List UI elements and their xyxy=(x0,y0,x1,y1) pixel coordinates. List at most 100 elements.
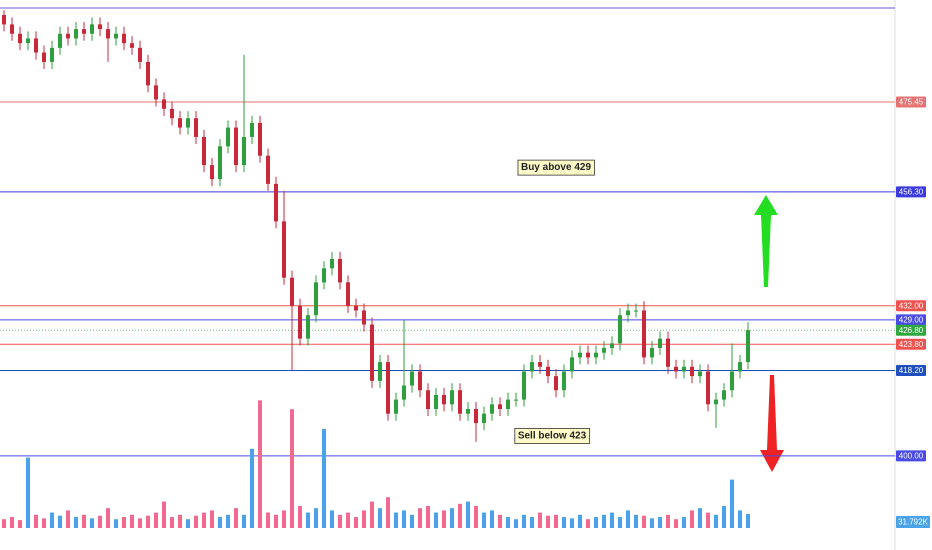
candle-body xyxy=(658,338,662,349)
volume-bar xyxy=(58,515,62,528)
volume-bar xyxy=(450,508,454,528)
volume-label: 31.792K xyxy=(898,518,928,527)
candles xyxy=(2,10,750,442)
volume-bar xyxy=(34,514,38,528)
volume-bar xyxy=(578,514,582,528)
volume-bar xyxy=(434,512,438,528)
candle-body xyxy=(2,15,6,25)
candle-body xyxy=(298,305,302,339)
candle-body xyxy=(586,352,590,358)
volume-bar xyxy=(354,517,358,528)
level-label-box xyxy=(896,450,926,462)
level-label: 400.00 xyxy=(899,452,924,461)
volume-bar xyxy=(618,517,622,528)
candle-body xyxy=(322,268,326,283)
volume-bar xyxy=(114,519,118,528)
volume-bar xyxy=(410,514,414,528)
volume-bar xyxy=(522,514,526,528)
level-label: 456.30 xyxy=(899,187,924,196)
volume-bar xyxy=(442,510,446,528)
volume-bar xyxy=(530,517,534,528)
candle-body xyxy=(538,362,542,367)
candle-body xyxy=(434,394,438,409)
candle-body xyxy=(66,33,70,39)
candle-body xyxy=(490,404,494,414)
candle-body xyxy=(626,310,630,316)
candle-body xyxy=(466,408,470,414)
volume-bar xyxy=(546,515,550,528)
volume-bar xyxy=(554,514,558,528)
candle-body xyxy=(554,376,558,391)
candle-body xyxy=(722,390,726,400)
candle-body xyxy=(146,61,150,86)
candle-body xyxy=(482,413,486,424)
volume-bar xyxy=(370,501,374,528)
volume-bar xyxy=(314,508,318,528)
volume-bar xyxy=(458,503,462,528)
annotation: Buy above 429 xyxy=(521,162,591,173)
candle-body xyxy=(458,390,462,414)
candle-body xyxy=(738,362,742,372)
level-label-box xyxy=(896,186,926,198)
volume-bar xyxy=(698,508,702,528)
candle-body xyxy=(634,310,638,312)
candle-body xyxy=(114,33,118,39)
candle-body xyxy=(682,366,686,372)
candle-body xyxy=(394,399,398,414)
volume-bar xyxy=(186,519,190,528)
volume-bar xyxy=(290,409,294,528)
candle-body xyxy=(426,390,430,409)
volume-bar xyxy=(626,510,630,528)
candle-body xyxy=(730,371,734,391)
candle-body xyxy=(666,338,670,367)
volume-bar xyxy=(610,512,614,528)
volume-bar xyxy=(690,510,694,528)
volume-bar xyxy=(2,519,6,528)
candle-body xyxy=(290,277,294,306)
candle-body xyxy=(162,99,166,109)
volume-bar xyxy=(322,429,326,528)
candle-body xyxy=(386,362,390,414)
candle-body xyxy=(714,399,718,405)
candle-body xyxy=(530,362,534,372)
candle-body xyxy=(338,258,342,283)
volume-bar xyxy=(394,512,398,528)
candle-body xyxy=(58,33,62,48)
annotation-box xyxy=(514,427,591,444)
candle-body xyxy=(370,324,374,381)
volume-bar xyxy=(514,519,518,528)
candle-body xyxy=(218,146,222,180)
candle-body xyxy=(602,348,606,353)
candle-body xyxy=(498,404,502,409)
candle-body xyxy=(274,183,278,222)
volume-bar xyxy=(562,517,566,528)
volume-bar xyxy=(666,514,670,528)
volume-bar xyxy=(90,518,94,528)
levels xyxy=(0,7,895,457)
level-label-box xyxy=(896,338,926,350)
candle-body xyxy=(330,258,334,269)
volume-bar xyxy=(106,508,110,528)
volume-bar xyxy=(466,501,470,528)
candle-body xyxy=(610,343,614,349)
volume-bar xyxy=(250,448,254,528)
candle-body xyxy=(106,29,110,39)
candle-body xyxy=(362,310,366,325)
volume-bar xyxy=(338,514,342,528)
candle-body xyxy=(642,310,646,358)
volume-bar xyxy=(426,506,430,528)
volume-label-box xyxy=(896,516,930,528)
candle-body xyxy=(42,52,46,62)
volume-bar xyxy=(642,515,646,528)
volume-bar xyxy=(82,514,86,528)
volume-bar xyxy=(306,512,310,528)
candle-body xyxy=(690,366,694,377)
volume-bar xyxy=(594,517,598,528)
volume-bar xyxy=(330,510,334,528)
volume-bar xyxy=(490,510,494,528)
level-label: 475.45 xyxy=(899,98,924,107)
candle-body xyxy=(570,357,574,372)
